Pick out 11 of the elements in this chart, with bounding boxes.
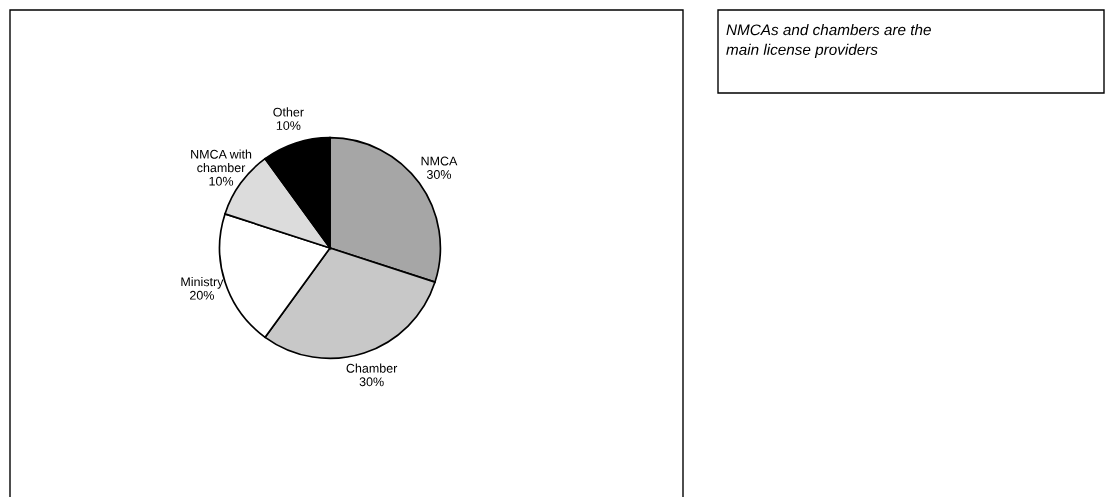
data-label: 10% [276,121,301,130]
text: NMCAs and chambers are the main license providers [726,24,931,59]
data-label: 20% [190,290,214,300]
slice-label: NMCA with chamber [191,149,252,173]
slice-label: Other [273,107,304,117]
data-label: 10% [209,176,234,186]
slice-label: NMCA [421,156,458,166]
data-label: 30% [426,170,452,179]
slice-label: Ministry [181,277,224,289]
slice-label: Chamber [346,363,398,373]
data-label: 30% [359,377,384,387]
